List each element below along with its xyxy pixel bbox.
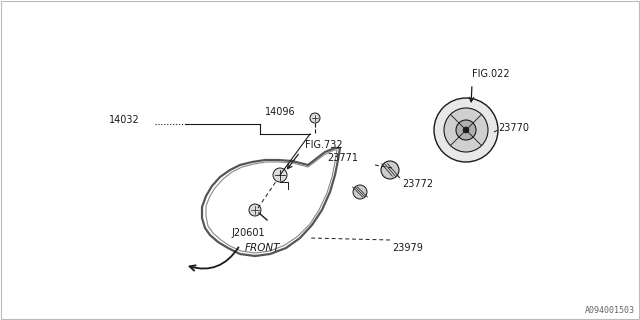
Text: FRONT: FRONT xyxy=(245,243,280,253)
Circle shape xyxy=(456,120,476,140)
Text: 23979: 23979 xyxy=(392,243,423,253)
Text: 23770: 23770 xyxy=(498,123,529,133)
Text: FIG.732: FIG.732 xyxy=(305,140,342,150)
Circle shape xyxy=(310,113,320,123)
Text: 23772: 23772 xyxy=(402,179,433,189)
Text: 14096: 14096 xyxy=(265,107,296,117)
Text: J20601: J20601 xyxy=(231,228,265,238)
Text: FIG.022: FIG.022 xyxy=(472,69,509,79)
Circle shape xyxy=(381,161,399,179)
Text: A094001503: A094001503 xyxy=(585,306,635,315)
Circle shape xyxy=(353,185,367,199)
Text: 14032: 14032 xyxy=(109,115,140,125)
Circle shape xyxy=(434,98,498,162)
Circle shape xyxy=(444,108,488,152)
Circle shape xyxy=(273,168,287,182)
Circle shape xyxy=(463,127,469,133)
Text: 23771: 23771 xyxy=(327,153,358,163)
Circle shape xyxy=(249,204,261,216)
